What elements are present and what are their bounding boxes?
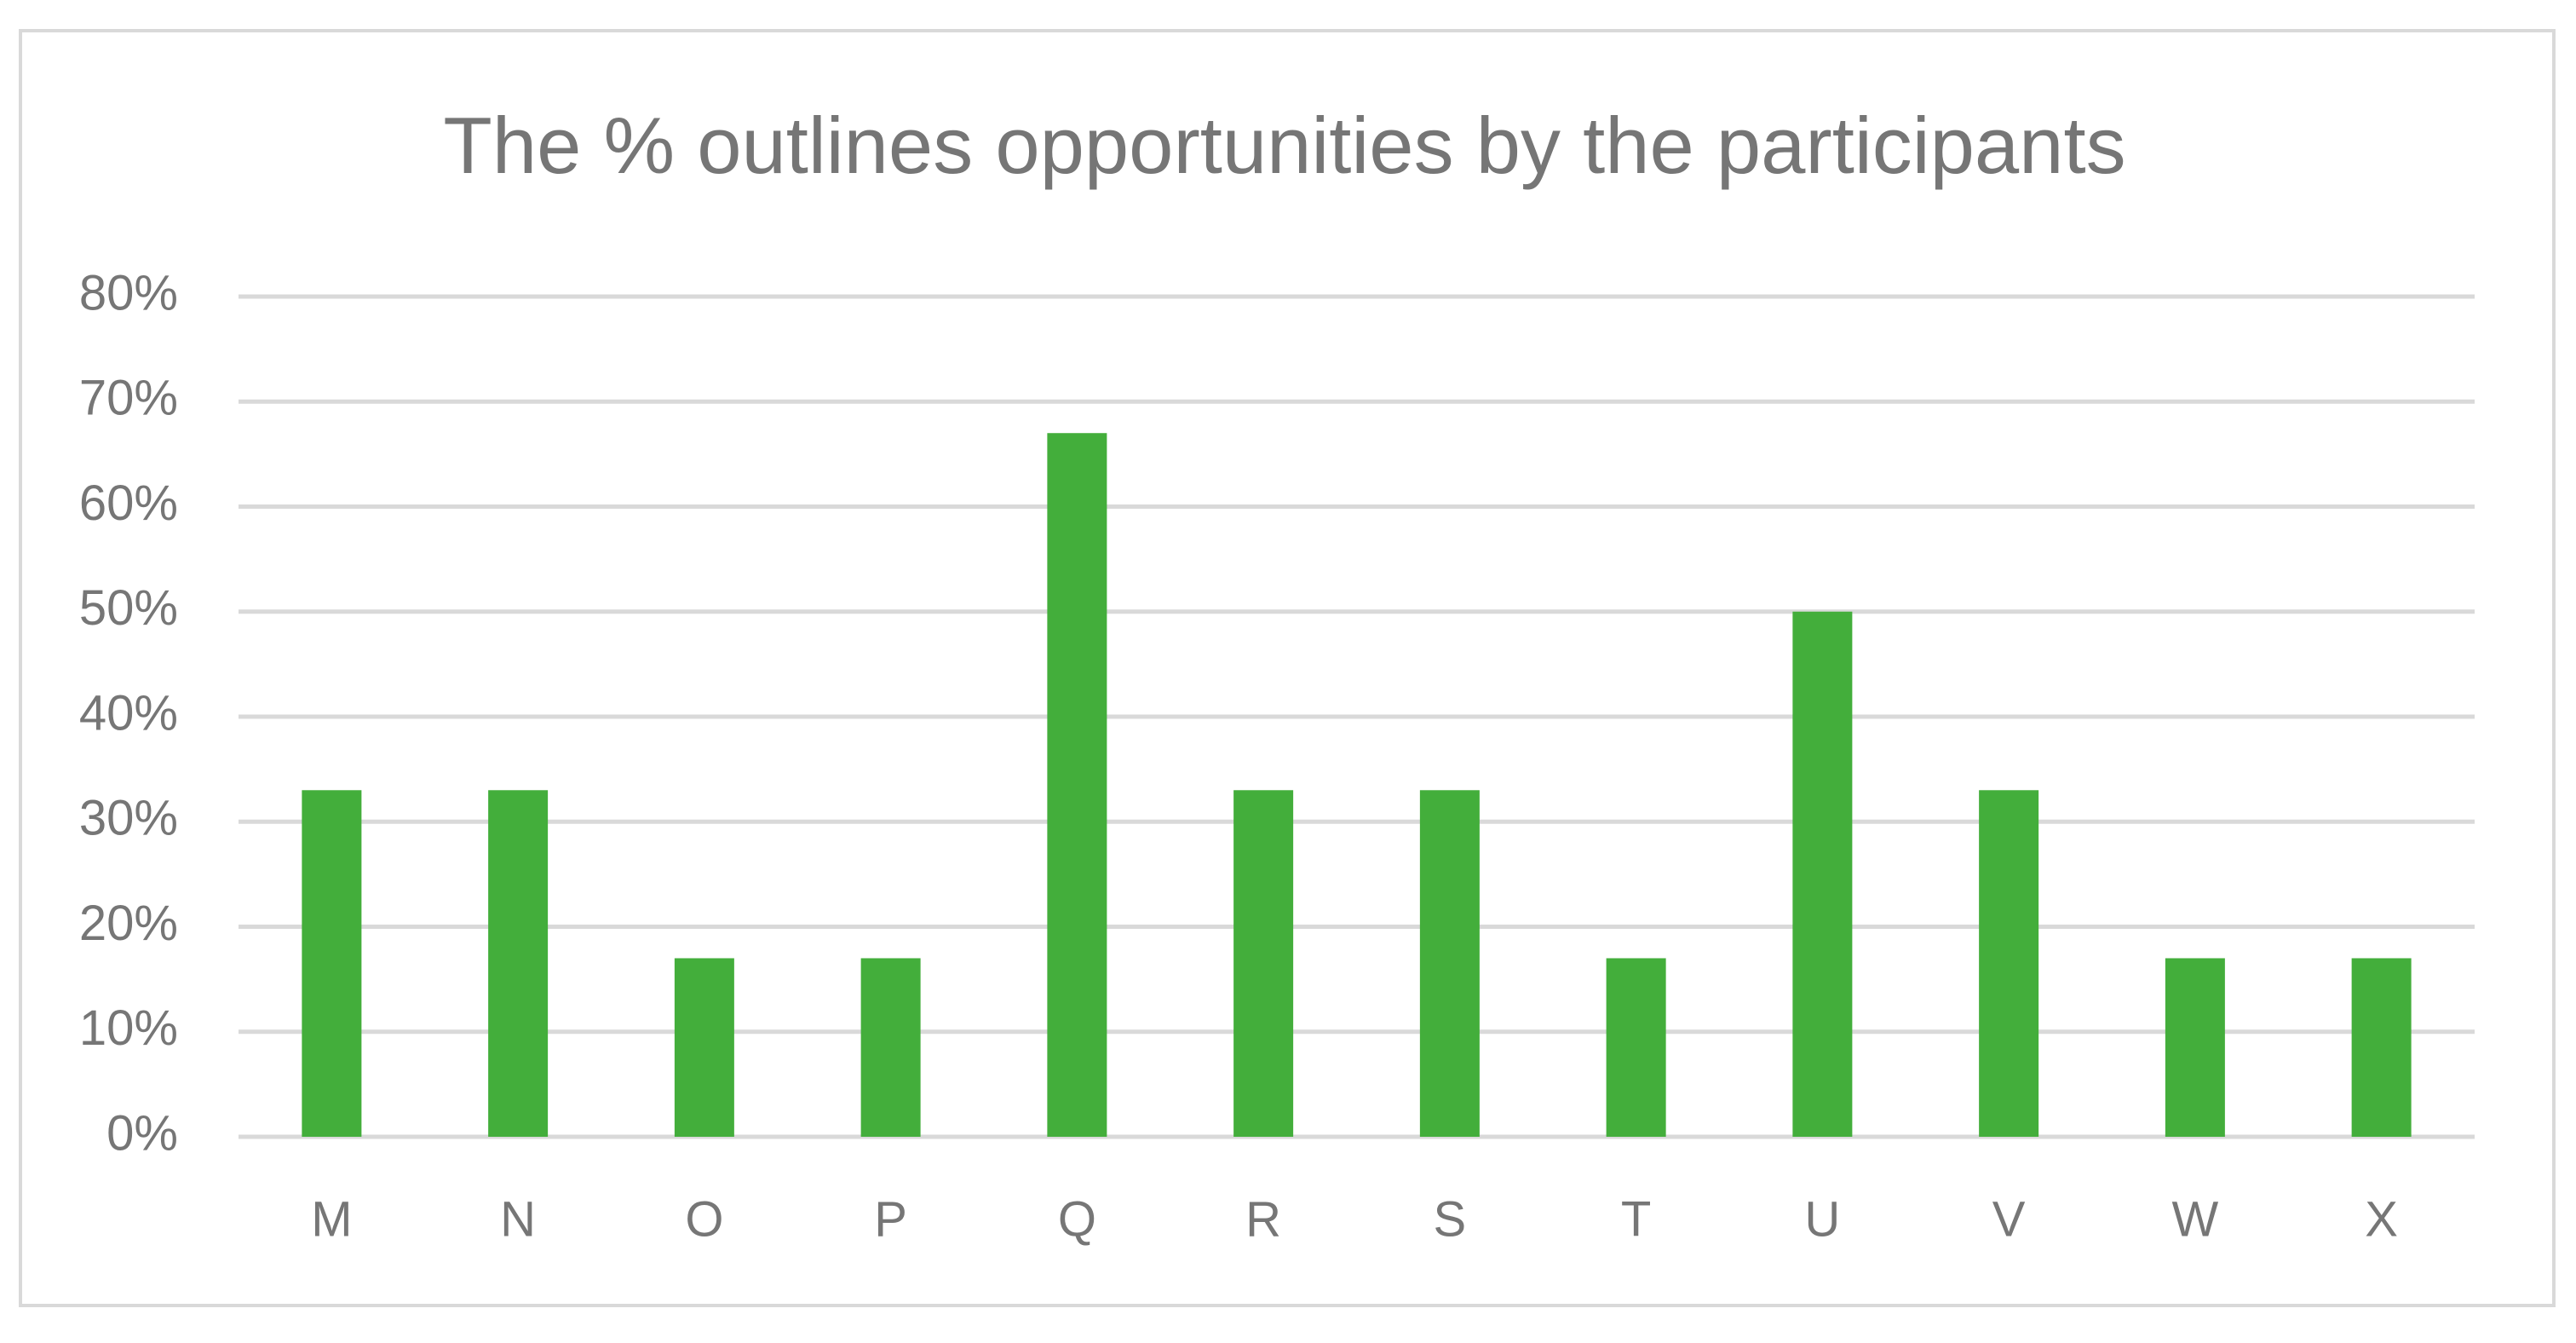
bar xyxy=(860,958,921,1137)
x-tick-label: T xyxy=(1621,1191,1651,1247)
x-tick-label: X xyxy=(2365,1191,2398,1247)
x-tick-label: W xyxy=(2172,1191,2219,1247)
x-tick-label: N xyxy=(500,1191,536,1247)
y-tick-label: 0% xyxy=(106,1105,178,1161)
x-tick-label: U xyxy=(1804,1191,1840,1247)
bar xyxy=(1419,790,1480,1137)
y-tick-label: 10% xyxy=(79,1000,178,1056)
y-tick-label: 40% xyxy=(79,685,178,741)
y-tick-label: 50% xyxy=(79,580,178,636)
bar xyxy=(1047,433,1107,1138)
y-tick-label: 60% xyxy=(79,476,178,531)
bar xyxy=(302,790,362,1137)
x-tick-label: O xyxy=(685,1191,723,1247)
bar xyxy=(1979,790,2039,1137)
bar xyxy=(674,958,734,1137)
y-tick-label: 20% xyxy=(79,896,178,951)
bar xyxy=(1606,958,1666,1137)
y-tick-label: 30% xyxy=(79,791,178,846)
bar xyxy=(488,790,549,1137)
x-tick-label: Q xyxy=(1058,1191,1096,1247)
bar xyxy=(1233,790,1294,1137)
x-tick-label: R xyxy=(1245,1191,1281,1247)
chart-title: The % outlines opportunities by the part… xyxy=(443,101,2125,190)
bar xyxy=(1792,611,1853,1137)
x-tick-label: V xyxy=(1992,1191,2026,1247)
y-tick-label: 70% xyxy=(79,371,178,426)
x-tick-label: S xyxy=(1434,1191,1467,1247)
bar xyxy=(2351,958,2412,1137)
x-tick-label: M xyxy=(311,1191,352,1247)
bar xyxy=(2165,958,2225,1137)
y-tick-label: 80% xyxy=(79,265,178,320)
x-tick-label: P xyxy=(874,1191,907,1247)
